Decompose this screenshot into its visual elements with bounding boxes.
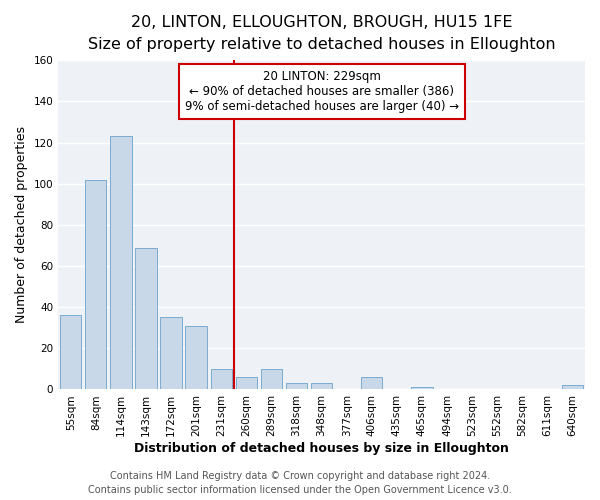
Bar bbox=[236, 377, 257, 390]
Bar bbox=[311, 384, 332, 390]
Bar bbox=[110, 136, 131, 390]
Bar bbox=[136, 248, 157, 390]
Bar bbox=[211, 369, 232, 390]
Bar bbox=[361, 377, 382, 390]
Bar bbox=[85, 180, 106, 390]
Text: 20 LINTON: 229sqm
← 90% of detached houses are smaller (386)
9% of semi-detached: 20 LINTON: 229sqm ← 90% of detached hous… bbox=[185, 70, 458, 113]
Title: 20, LINTON, ELLOUGHTON, BROUGH, HU15 1FE
Size of property relative to detached h: 20, LINTON, ELLOUGHTON, BROUGH, HU15 1FE… bbox=[88, 15, 556, 52]
Bar bbox=[160, 318, 182, 390]
Bar bbox=[562, 386, 583, 390]
Bar bbox=[411, 388, 433, 390]
Text: Contains HM Land Registry data © Crown copyright and database right 2024.
Contai: Contains HM Land Registry data © Crown c… bbox=[88, 471, 512, 495]
Bar bbox=[185, 326, 207, 390]
Bar bbox=[60, 316, 82, 390]
Y-axis label: Number of detached properties: Number of detached properties bbox=[15, 126, 28, 324]
Bar bbox=[261, 369, 282, 390]
Bar bbox=[286, 384, 307, 390]
X-axis label: Distribution of detached houses by size in Elloughton: Distribution of detached houses by size … bbox=[134, 442, 509, 455]
